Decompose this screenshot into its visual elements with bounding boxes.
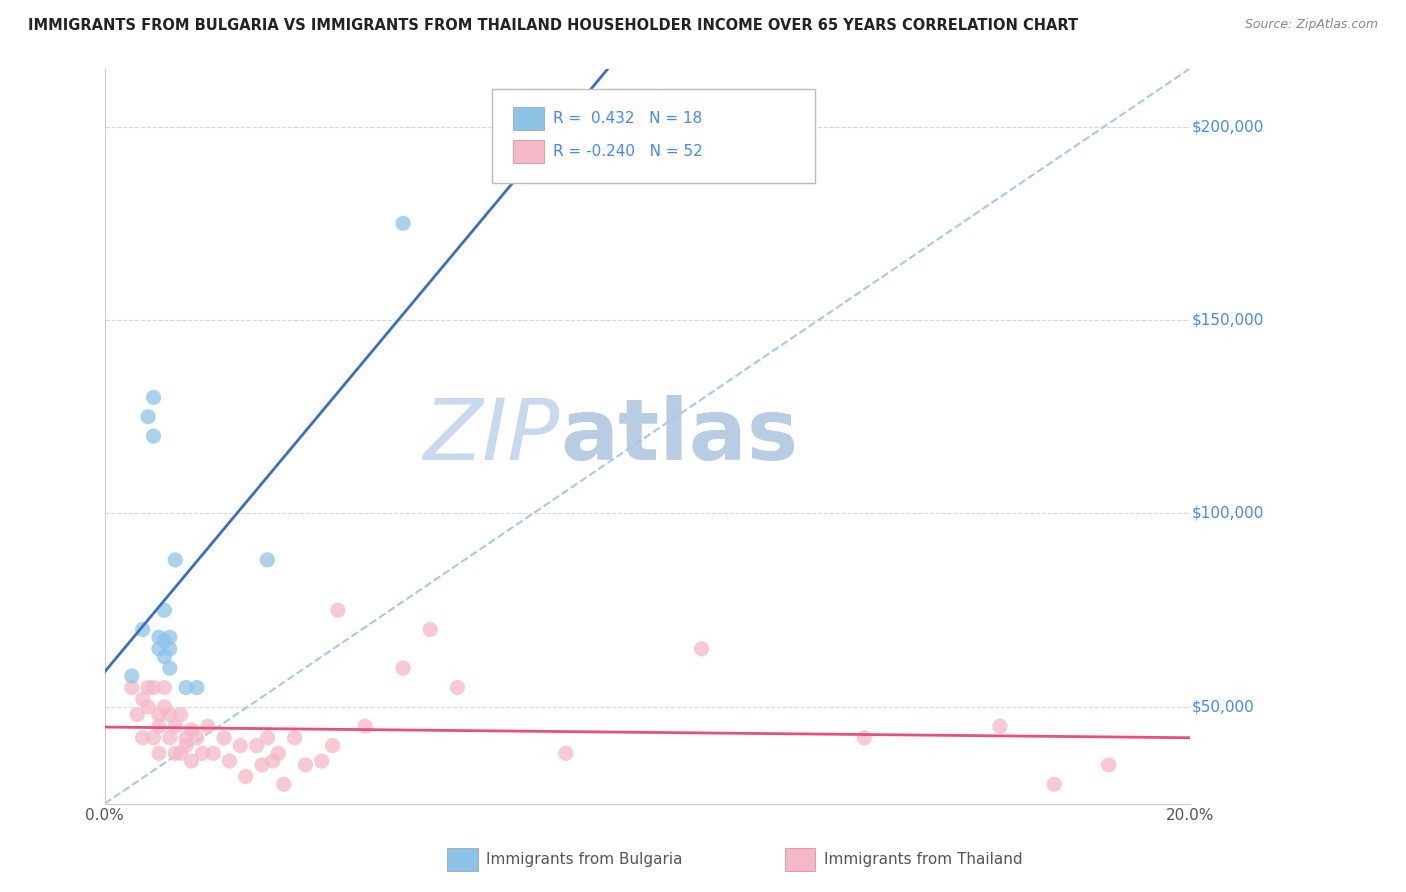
Point: [131, 731, 153, 745]
Point: [262, 754, 284, 768]
Point: [165, 553, 187, 567]
Point: [273, 777, 295, 791]
Point: [284, 731, 307, 745]
Point: [186, 731, 208, 745]
Text: $150,000: $150,000: [1192, 312, 1264, 327]
Point: [148, 641, 170, 656]
Point: [136, 699, 159, 714]
Point: [1097, 758, 1119, 772]
Point: [322, 739, 344, 753]
Point: [853, 731, 876, 745]
Point: [169, 707, 191, 722]
Point: [174, 739, 197, 753]
Text: $200,000: $200,000: [1192, 119, 1264, 134]
Text: Immigrants from Thailand: Immigrants from Thailand: [824, 853, 1022, 867]
Point: [153, 634, 176, 648]
Point: [142, 731, 165, 745]
Point: [186, 681, 208, 695]
Point: [229, 739, 252, 753]
Text: ZIP: ZIP: [425, 394, 561, 477]
Point: [121, 681, 143, 695]
Text: $100,000: $100,000: [1192, 506, 1264, 521]
Point: [165, 719, 187, 733]
Point: [136, 409, 159, 424]
Text: R = -0.240   N = 52: R = -0.240 N = 52: [553, 145, 703, 159]
Point: [165, 747, 187, 761]
Text: $50,000: $50,000: [1192, 699, 1254, 714]
Text: R =  0.432   N = 18: R = 0.432 N = 18: [553, 112, 702, 126]
Point: [180, 723, 202, 738]
Text: Immigrants from Bulgaria: Immigrants from Bulgaria: [486, 853, 683, 867]
Point: [419, 623, 441, 637]
Point: [392, 216, 415, 230]
Point: [191, 747, 214, 761]
Point: [218, 754, 240, 768]
Point: [246, 739, 269, 753]
Point: [311, 754, 333, 768]
Point: [202, 747, 225, 761]
Point: [235, 770, 257, 784]
Point: [212, 731, 235, 745]
Point: [142, 390, 165, 404]
Point: [180, 754, 202, 768]
Point: [554, 747, 576, 761]
Point: [159, 630, 181, 644]
Point: [159, 641, 181, 656]
Point: [136, 681, 159, 695]
Point: [169, 747, 191, 761]
Text: IMMIGRANTS FROM BULGARIA VS IMMIGRANTS FROM THAILAND HOUSEHOLDER INCOME OVER 65 : IMMIGRANTS FROM BULGARIA VS IMMIGRANTS F…: [28, 18, 1078, 33]
Point: [256, 553, 278, 567]
Point: [153, 603, 176, 617]
Point: [153, 649, 176, 664]
Point: [988, 719, 1011, 733]
Point: [148, 719, 170, 733]
Point: [142, 681, 165, 695]
Point: [250, 758, 273, 772]
Point: [159, 707, 181, 722]
Point: [174, 731, 197, 745]
Point: [159, 731, 181, 745]
Point: [267, 747, 290, 761]
Point: [326, 603, 349, 617]
Point: [690, 641, 713, 656]
Point: [127, 707, 149, 722]
Point: [174, 681, 197, 695]
Point: [153, 699, 176, 714]
Point: [121, 669, 143, 683]
Point: [354, 719, 377, 733]
Point: [197, 719, 219, 733]
Point: [446, 681, 468, 695]
Text: Source: ZipAtlas.com: Source: ZipAtlas.com: [1244, 18, 1378, 31]
Text: atlas: atlas: [561, 394, 799, 477]
Point: [131, 692, 153, 706]
Point: [256, 731, 278, 745]
Point: [1043, 777, 1066, 791]
Point: [148, 630, 170, 644]
Point: [153, 681, 176, 695]
Point: [148, 707, 170, 722]
Point: [148, 747, 170, 761]
Point: [142, 429, 165, 443]
Point: [392, 661, 415, 675]
Point: [131, 623, 153, 637]
Point: [294, 758, 316, 772]
Point: [159, 661, 181, 675]
